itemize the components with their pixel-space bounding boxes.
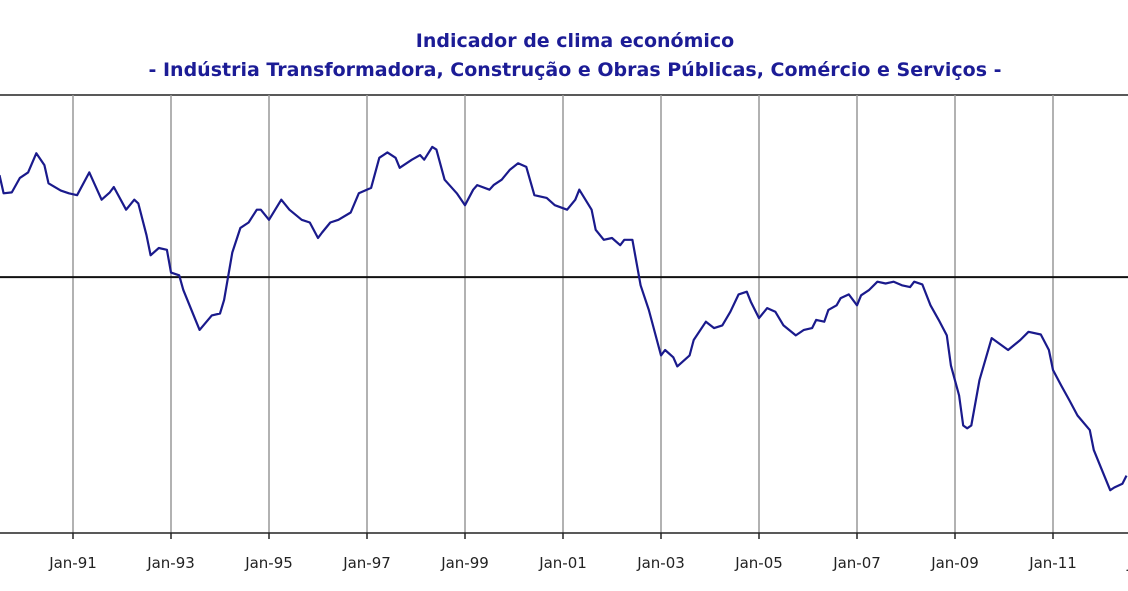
x-tick-label: Jan-97: [342, 554, 391, 572]
chart-subtitle: - Indústria Transformadora, Construção e…: [148, 59, 1002, 81]
chart-title: Indicador de clima económico: [415, 30, 735, 52]
x-tick-label: Jan-07: [832, 554, 881, 572]
x-tick-label: Jan-03: [636, 554, 685, 572]
x-tick-label: Jan-93: [146, 554, 195, 572]
x-tick-label: Jan-91: [48, 554, 97, 572]
x-tick-label: Jan-11: [1028, 554, 1077, 572]
x-tick-label: Jan-95: [244, 554, 293, 572]
x-tick-label: Jan-99: [440, 554, 489, 572]
series-line: [0, 145, 1128, 492]
x-tick-label: Jan-09: [930, 554, 979, 572]
x-tick-label: Jan-01: [538, 554, 587, 572]
x-tick-label: Jan-05: [734, 554, 783, 572]
x-tick-label: Jan-13: [1126, 554, 1128, 572]
